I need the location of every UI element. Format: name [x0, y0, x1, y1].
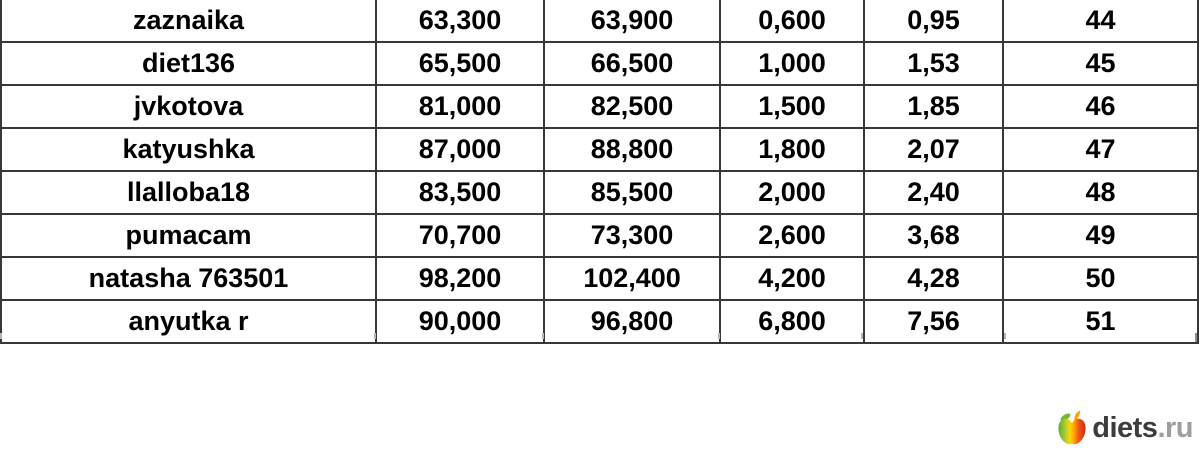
- cropped-row-artifact: [542, 333, 544, 339]
- value-cell: 73,300: [543, 213, 721, 258]
- value-cell: 65,500: [375, 41, 545, 86]
- username-cell: diet136: [0, 41, 377, 86]
- value-cell: 63,900: [543, 0, 721, 43]
- value-cell: 90,000: [375, 299, 545, 344]
- username-cell: llalloba18: [0, 170, 377, 215]
- value-cell: 3,68: [863, 213, 1004, 258]
- value-cell: 1,53: [863, 41, 1004, 86]
- apple-icon: [1058, 410, 1086, 445]
- value-cell: 4,28: [863, 256, 1004, 301]
- value-cell: 1,85: [863, 84, 1004, 129]
- value-cell: 87,000: [375, 127, 545, 172]
- rank-cell: 48: [1002, 170, 1199, 215]
- results-table: zaznaika 63,300 63,900 0,600 0,95 44 die…: [0, 0, 1199, 344]
- value-cell: 82,500: [543, 84, 721, 129]
- watermark-text: diets.ru: [1092, 410, 1193, 446]
- rank-cell: 46: [1002, 84, 1199, 129]
- table-row: anyutka r 90,000 96,800 6,800 7,56 51: [0, 299, 1199, 344]
- table-row: natasha 763501 98,200 102,400 4,200 4,28…: [0, 256, 1199, 301]
- username-cell: anyutka r: [0, 299, 377, 344]
- username-cell: natasha 763501: [0, 256, 377, 301]
- value-cell: 81,000: [375, 84, 545, 129]
- value-cell: 63,300: [375, 0, 545, 43]
- value-cell: 1,800: [719, 127, 865, 172]
- username-cell: katyushka: [0, 127, 377, 172]
- cropped-row-artifact: [0, 333, 2, 339]
- value-cell: 88,800: [543, 127, 721, 172]
- cropped-row-artifact: [718, 333, 720, 339]
- rank-cell: 44: [1002, 0, 1199, 43]
- value-cell: 4,200: [719, 256, 865, 301]
- brand-name: diets: [1092, 412, 1158, 444]
- rank-cell: 50: [1002, 256, 1199, 301]
- value-cell: 85,500: [543, 170, 721, 215]
- value-cell: 98,200: [375, 256, 545, 301]
- cropped-row-artifact: [1195, 333, 1197, 342]
- diets-ru-watermark: diets.ru: [1057, 410, 1193, 446]
- value-cell: 66,500: [543, 41, 721, 86]
- value-cell: 7,56: [863, 299, 1004, 344]
- rank-cell: 47: [1002, 127, 1199, 172]
- value-cell: 6,800: [719, 299, 865, 344]
- table-row: jvkotova 81,000 82,500 1,500 1,85 46: [0, 84, 1199, 129]
- cropped-row-artifact: [861, 333, 863, 339]
- rank-cell: 49: [1002, 213, 1199, 258]
- table-row: diet136 65,500 66,500 1,000 1,53 45: [0, 41, 1199, 86]
- value-cell: 70,700: [375, 213, 545, 258]
- rank-cell: 45: [1002, 41, 1199, 86]
- value-cell: 0,600: [719, 0, 865, 43]
- table-row: pumacam 70,700 73,300 2,600 3,68 49: [0, 213, 1199, 258]
- value-cell: 2,600: [719, 213, 865, 258]
- username-cell: jvkotova: [0, 84, 377, 129]
- username-cell: zaznaika: [0, 0, 377, 43]
- value-cell: 102,400: [543, 256, 721, 301]
- value-cell: 1,000: [719, 41, 865, 86]
- value-cell: 1,500: [719, 84, 865, 129]
- brand-tld: .ru: [1157, 412, 1193, 444]
- value-cell: 2,40: [863, 170, 1004, 215]
- results-table-wrap: zaznaika 63,300 63,900 0,600 0,95 44 die…: [0, 0, 1199, 344]
- value-cell: 0,95: [863, 0, 1004, 43]
- table-row: zaznaika 63,300 63,900 0,600 0,95 44: [0, 0, 1199, 43]
- value-cell: 83,500: [375, 170, 545, 215]
- table-row: katyushka 87,000 88,800 1,800 2,07 47: [0, 127, 1199, 172]
- value-cell: 96,800: [543, 299, 721, 344]
- table-row: llalloba18 83,500 85,500 2,000 2,40 48: [0, 170, 1199, 215]
- username-cell: pumacam: [0, 213, 377, 258]
- value-cell: 2,07: [863, 127, 1004, 172]
- rank-cell: 51: [1002, 299, 1199, 344]
- cropped-row-artifact: [1004, 333, 1006, 339]
- value-cell: 2,000: [719, 170, 865, 215]
- cropped-row-artifact: [374, 333, 376, 339]
